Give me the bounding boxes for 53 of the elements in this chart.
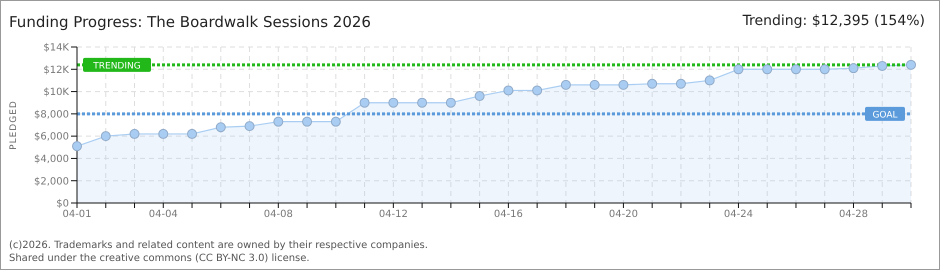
point <box>618 80 628 90</box>
y-tick-label: $2,000 <box>34 176 69 188</box>
point <box>302 116 312 127</box>
text: Shared under the creative commons (CC BY-NC 3.0) license. <box>9 252 311 265</box>
y-tick-label: $12K <box>43 64 70 76</box>
y-tick-label: $14K <box>43 42 70 54</box>
x-tick-label: 04-08 <box>264 209 293 220</box>
point <box>560 80 571 90</box>
point <box>762 64 772 74</box>
point <box>72 141 82 152</box>
y-tick-label: $0 <box>56 198 69 210</box>
point <box>216 122 226 132</box>
x-tick-label: 04-04 <box>148 209 178 220</box>
point <box>820 64 830 74</box>
ref-line-label: TRENDING <box>92 61 141 72</box>
point <box>474 91 485 102</box>
x-tick-label: 04-12 <box>378 209 408 220</box>
point <box>733 64 744 74</box>
chart-title: Funding Progress: The Boardwalk Sessions 2026 <box>9 13 371 31</box>
point <box>877 60 888 71</box>
y-tick-label: $8,000 <box>34 109 69 120</box>
x-tick-label: 04-16 <box>494 209 523 220</box>
point <box>446 98 456 108</box>
point <box>532 85 542 96</box>
point <box>790 64 801 74</box>
point <box>130 128 140 139</box>
point <box>503 85 514 96</box>
point <box>244 121 255 132</box>
x-tick-label: 04-01 <box>62 209 92 220</box>
y-tick-label: $6,000 <box>34 132 69 143</box>
ref-line-label: GOAL <box>872 110 898 120</box>
point <box>330 116 341 127</box>
text: (c)2026. Trademarks and related content are owned by their respective companies. <box>9 239 428 252</box>
point <box>187 128 198 139</box>
point <box>388 98 398 108</box>
point <box>100 131 111 142</box>
x-tick-label: 04-28 <box>838 209 868 220</box>
point <box>676 78 686 89</box>
y-tick-label: $4,000 <box>34 154 69 165</box>
point <box>417 98 428 108</box>
chart-subtitle: Trending: $12,395 (154%) <box>742 13 925 29</box>
point <box>906 60 916 70</box>
point <box>273 116 284 127</box>
point <box>158 128 168 139</box>
y-tick-label: $10K <box>43 87 70 98</box>
point <box>360 98 370 108</box>
x-tick-label: 04-24 <box>724 209 753 220</box>
x-tick-label: 04-20 <box>608 209 638 220</box>
y-axis-title: PLEDGED <box>9 100 20 150</box>
point <box>848 63 858 74</box>
point <box>704 75 715 86</box>
point <box>590 80 600 90</box>
point <box>647 78 658 89</box>
